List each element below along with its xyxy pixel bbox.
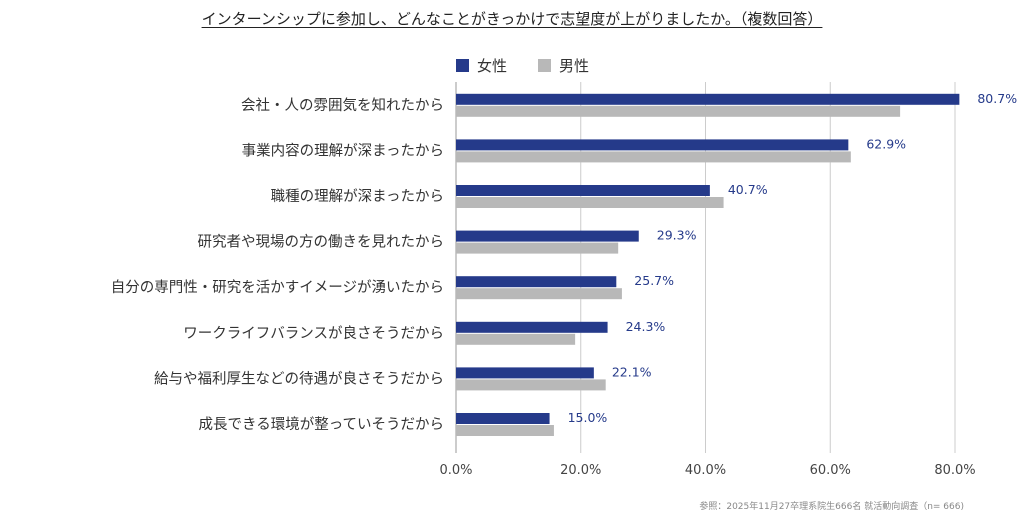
legend-swatch-male xyxy=(538,59,551,72)
bar-female xyxy=(456,276,617,288)
x-tick-label: 60.0% xyxy=(810,463,851,478)
category-label: 成長できる環境が整っていそうだから xyxy=(199,415,444,433)
bar-female xyxy=(456,321,608,333)
footnote: 参照：2025年11月27卒理系院生666名 就活動向調査（n= 666) xyxy=(699,502,964,512)
bar-female xyxy=(456,367,594,379)
x-tick-label: 80.0% xyxy=(934,463,975,478)
legend-label-female: 女性 xyxy=(477,57,507,75)
data-label: 80.7% xyxy=(977,91,1017,106)
x-tick-label: 0.0% xyxy=(439,463,472,478)
category-label: 自分の専門性・研究を活かすイメージが湧いたから xyxy=(111,279,444,296)
bar-male xyxy=(456,425,554,436)
category-label: 研究者や現場の方の働きを見れたから xyxy=(198,234,445,251)
category-label: ワークライフバランスが良さそうだから xyxy=(183,325,444,342)
bar-female xyxy=(456,230,639,242)
x-tick-label: 20.0% xyxy=(560,463,601,478)
bar-female xyxy=(456,139,849,151)
legend-swatch-female xyxy=(456,59,469,72)
data-label: 29.3% xyxy=(657,228,697,243)
bar-male xyxy=(456,379,606,391)
data-label: 15.0% xyxy=(568,410,608,425)
category-label: 職種の理解が深まったから xyxy=(271,188,444,205)
bar-female xyxy=(456,185,710,196)
data-label: 25.7% xyxy=(634,273,674,288)
bar-male xyxy=(456,105,901,117)
data-label: 62.9% xyxy=(866,136,906,151)
bar-male xyxy=(456,288,622,300)
category-label: 給与や福利厚生などの待遇が良さそうだから xyxy=(154,370,444,387)
bar-male xyxy=(456,242,619,254)
bar-male xyxy=(456,151,851,163)
bar-male xyxy=(456,333,576,345)
data-label: 24.3% xyxy=(626,319,666,334)
x-tick-label: 40.0% xyxy=(685,463,726,478)
chart-title: インターンシップに参加し、どんなことがきっかけで志望度が上がりましたか。（複数回… xyxy=(201,10,823,28)
category-label: 会社・人の雰囲気を知れたから xyxy=(241,97,444,114)
bar-female xyxy=(456,413,550,424)
category-label: 事業内容の理解が深まったから xyxy=(242,142,444,159)
legend-label-male: 男性 xyxy=(559,57,589,75)
bar-female xyxy=(456,93,960,105)
bar-male xyxy=(456,197,724,208)
data-label: 40.7% xyxy=(728,182,768,197)
data-label: 22.1% xyxy=(612,364,652,379)
